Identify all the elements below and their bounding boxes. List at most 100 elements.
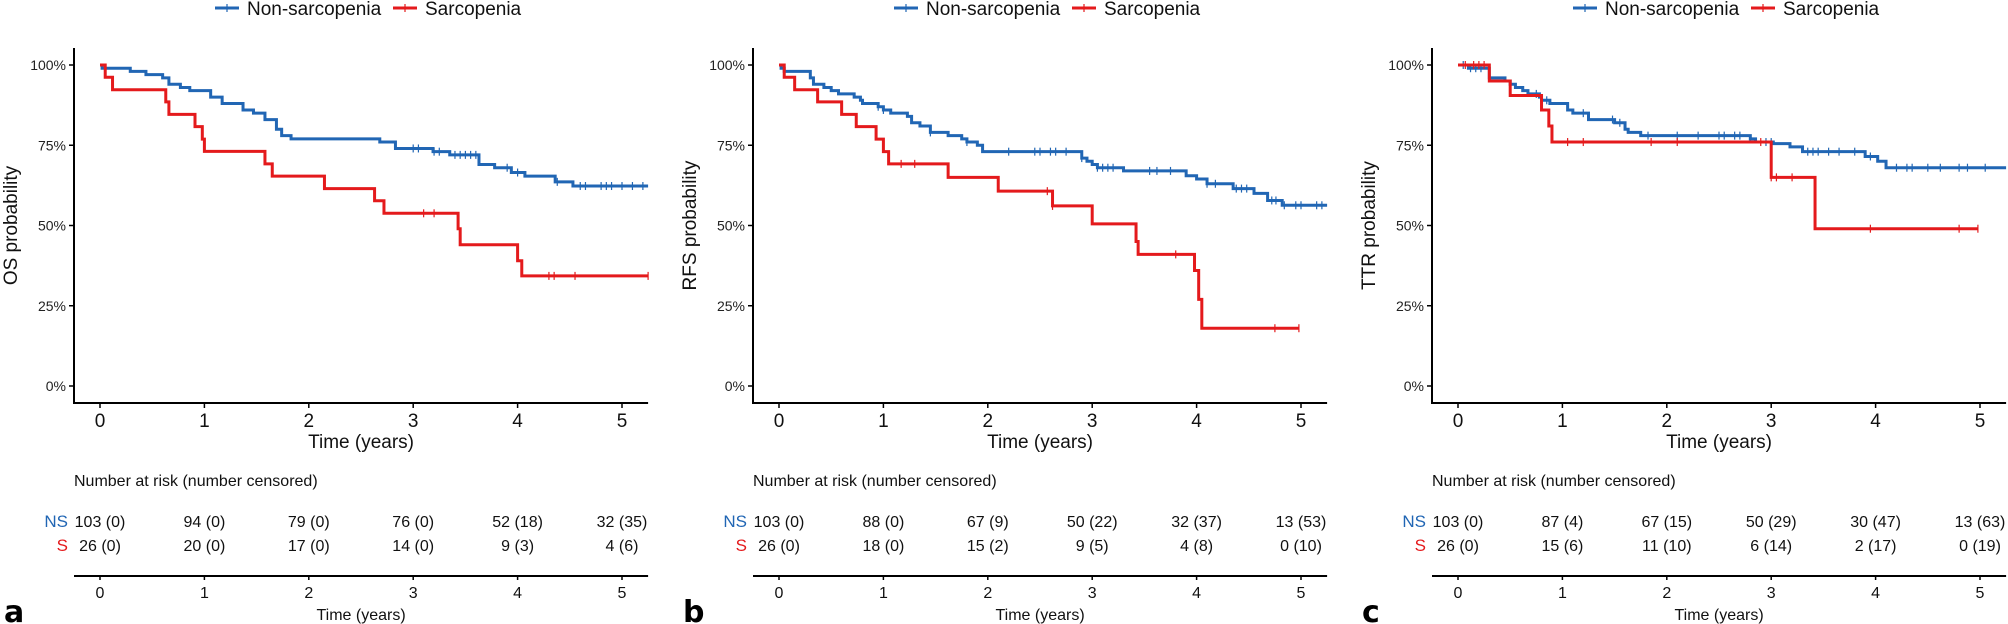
risk-strata-label-s: S [1415,536,1426,555]
risk-cell: 0 (10) [1280,538,1322,555]
x-tick-label: 0 [774,411,785,432]
risk-cell: 52 (18) [492,514,543,531]
risk-cell: 88 (0) [863,514,905,531]
x-tick-label: 0 [1453,411,1464,432]
y-tick-label: 50% [38,218,66,234]
legend-item-sarcopenia: Sarcopenia [1072,0,1201,20]
risk-cell: 4 (6) [606,538,639,555]
risk-table-title: Number at risk (number censored) [753,473,997,490]
risk-x-tick-label: 2 [1662,585,1671,602]
legend-item-non-sarcopenia: Non-sarcopenia [894,0,1061,20]
risk-cell: 15 (2) [967,538,1009,555]
series-non-sarcopenia [1458,61,2007,172]
x-tick-label: 5 [1975,411,1986,432]
risk-cell: 2 (17) [1855,538,1897,555]
risk-cell: 9 (5) [1076,538,1109,555]
x-tick-label: 2 [304,411,315,432]
risk-strata-label-s: S [736,536,747,555]
risk-table: Number at risk (number censored) NS 103 (0… [723,473,1328,624]
y-tick-label: 75% [717,137,745,153]
risk-x-tick-label: 3 [1088,585,1097,602]
risk-x-tick-label: 1 [200,585,209,602]
risk-x-tick-label: 2 [983,585,992,602]
risk-cell: 9 (3) [501,538,534,555]
risk-table: Number at risk (number censored) NS 103 (0… [44,473,649,624]
series-sarcopenia [100,63,649,280]
risk-cell: 67 (9) [967,514,1009,531]
legend: Non-sarcopenia Sarcopenia [215,0,522,20]
series-sarcopenia [779,63,1300,333]
panel-letter: b [683,595,704,624]
risk-cell: 79 (0) [288,514,330,531]
risk-x-tick-label: 4 [1192,585,1201,602]
risk-x-tick-label: 4 [513,585,522,602]
x-tick-label: 4 [512,411,523,432]
risk-cell: 50 (22) [1067,514,1118,531]
legend: Non-sarcopenia Sarcopenia [1573,0,1880,20]
risk-strata-label-ns: NS [1402,512,1426,531]
km-curve [100,63,649,278]
risk-x-tick-label: 3 [409,585,418,602]
risk-cell: 13 (63) [1955,514,2006,531]
series-non-sarcopenia [779,63,1328,210]
risk-cell: 76 (0) [392,514,434,531]
risk-x-tick-label: 1 [879,585,888,602]
risk-cell: 103 (0) [754,514,805,531]
risk-cell: 32 (37) [1171,514,1222,531]
x-tick-label: 4 [1870,411,1881,432]
x-tick-label: 3 [1766,411,1777,432]
x-tick-label: 5 [617,411,628,432]
risk-cell: 4 (8) [1180,538,1213,555]
legend: Non-sarcopenia Sarcopenia [894,0,1201,20]
km-curve [1458,63,1978,231]
risk-cell: 103 (0) [75,514,126,531]
x-tick-label: 1 [199,411,210,432]
risk-x-axis-title: Time (years) [995,607,1084,624]
y-axis-title: TTR probability [1359,161,1380,290]
y-tick-label: 100% [709,57,745,73]
y-tick-label: 50% [717,218,745,234]
km-curve [100,63,649,188]
risk-cell: 26 (0) [1437,538,1479,555]
x-tick-label: 2 [1662,411,1673,432]
km-curve [779,63,1299,330]
y-tick-label: 75% [1396,137,1424,153]
y-axis-title: RFS probability [680,160,701,290]
risk-strata-label-ns: NS [723,512,747,531]
risk-x-tick-label: 0 [96,585,105,602]
risk-strata-label-ns: NS [44,512,68,531]
legend-item-non-sarcopenia: Non-sarcopenia [215,0,382,20]
x-axis-title: Time (years) [1666,432,1772,453]
panel-b: Non-sarcopenia Sarcopenia 0% 25% 50% 75% 100% 0… [680,0,1328,624]
risk-cell: 32 (35) [597,514,648,531]
risk-cell: 50 (29) [1746,514,1797,531]
risk-cell: 103 (0) [1433,514,1484,531]
panel-letter: a [4,595,24,624]
km-curve [779,63,1328,207]
y-tick-label: 0% [46,378,66,394]
risk-x-tick-label: 5 [1297,585,1306,602]
y-tick-label: 25% [38,298,66,314]
risk-cell: 15 (6) [1542,538,1584,555]
panel-c: Non-sarcopenia Sarcopenia 0% 25% 50% 75% 100% 0… [1359,0,2007,624]
risk-cell: 20 (0) [184,538,226,555]
risk-x-tick-label: 1 [1558,585,1567,602]
panel-a: Non-sarcopenia Sarcopenia 0% 25% 50% 75% 100% 0… [1,0,649,624]
legend-label: Sarcopenia [1783,0,1880,20]
series-sarcopenia [1458,61,1979,233]
y-tick-label: 25% [717,298,745,314]
risk-cell: 0 (19) [1959,538,2001,555]
risk-cell: 67 (15) [1641,514,1692,531]
risk-x-axis-title: Time (years) [1674,607,1763,624]
risk-x-tick-label: 5 [618,585,627,602]
legend-label: Non-sarcopenia [1605,0,1740,20]
risk-cell: 13 (53) [1276,514,1327,531]
risk-table: Number at risk (number censored) NS 103 (0… [1402,473,2007,624]
x-tick-label: 0 [95,411,106,432]
x-tick-label: 2 [983,411,994,432]
risk-x-tick-label: 3 [1767,585,1776,602]
panel-letter: c [1362,595,1380,624]
legend-item-non-sarcopenia: Non-sarcopenia [1573,0,1740,20]
x-tick-label: 3 [1087,411,1098,432]
